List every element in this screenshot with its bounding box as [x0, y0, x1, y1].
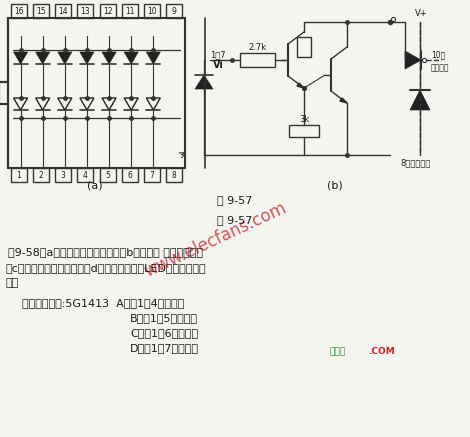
Polygon shape — [195, 75, 213, 89]
Bar — [240, 53, 275, 67]
Text: (a): (a) — [87, 180, 103, 190]
Bar — [0, 82, 8, 104]
Text: Vi: Vi — [212, 60, 223, 70]
Polygon shape — [146, 52, 160, 64]
Bar — [100, 4, 116, 18]
Polygon shape — [340, 98, 347, 103]
Text: 7: 7 — [149, 170, 154, 180]
Text: (b): (b) — [327, 180, 343, 190]
Text: 10脚: 10脚 — [431, 51, 445, 59]
Text: D档为1～7路是好的: D档为1～7路是好的 — [130, 343, 199, 353]
Bar — [166, 4, 182, 18]
Text: V+: V+ — [415, 10, 428, 18]
Text: 6: 6 — [127, 170, 132, 180]
Text: 8脚（公用）: 8脚（公用） — [400, 159, 431, 167]
Text: 9: 9 — [172, 7, 176, 15]
Text: （c）为驱动晶体灯电路；（d）为驱动共阳极LED七段显示器电: （c）为驱动晶体灯电路；（d）为驱动共阳极LED七段显示器电 — [5, 263, 206, 273]
Bar — [144, 168, 160, 182]
Text: 值得注意的是:5G1413  A档为1～4路是好的: 值得注意的是:5G1413 A档为1～4路是好的 — [22, 298, 184, 308]
Bar — [11, 4, 27, 18]
Bar — [166, 168, 182, 182]
Text: 图 9-57: 图 9-57 — [217, 215, 253, 225]
Text: 3: 3 — [61, 170, 66, 180]
Text: 图9-58（a）为驱动继电器电路；（b）为驱动 指示灯电路；: 图9-58（a）为驱动继电器电路；（b）为驱动 指示灯电路； — [8, 247, 203, 257]
Text: 14: 14 — [58, 7, 68, 15]
Polygon shape — [58, 52, 72, 64]
Text: 12: 12 — [103, 7, 112, 15]
Text: www.elecfans.com: www.elecfans.com — [141, 199, 289, 281]
Bar — [100, 168, 116, 182]
Polygon shape — [405, 51, 421, 69]
Text: 2: 2 — [39, 170, 44, 180]
Text: 3k: 3k — [299, 114, 309, 124]
Text: 8: 8 — [172, 170, 176, 180]
Bar — [33, 4, 49, 18]
Text: 1～7: 1～7 — [210, 51, 226, 59]
Text: C档为1～6路是好的: C档为1～6路是好的 — [130, 328, 198, 338]
Bar — [78, 4, 94, 18]
Bar — [122, 168, 138, 182]
Bar — [297, 37, 311, 57]
Bar — [11, 168, 27, 182]
Polygon shape — [124, 52, 138, 64]
Text: 15: 15 — [36, 7, 46, 15]
Text: B档为1～5路是好的: B档为1～5路是好的 — [130, 313, 198, 323]
Bar — [55, 4, 71, 18]
Text: .COM: .COM — [368, 347, 395, 357]
Text: 5: 5 — [105, 170, 110, 180]
Polygon shape — [36, 52, 50, 64]
Bar — [289, 125, 319, 137]
Text: 10: 10 — [147, 7, 157, 15]
Bar — [78, 168, 94, 182]
Text: 接线图: 接线图 — [330, 347, 346, 357]
Polygon shape — [80, 52, 94, 64]
Text: 13: 13 — [81, 7, 90, 15]
Bar — [122, 4, 138, 18]
Text: （公用）: （公用） — [431, 63, 449, 73]
Bar — [33, 168, 49, 182]
Polygon shape — [102, 52, 116, 64]
Text: 2.7k: 2.7k — [249, 44, 266, 52]
Text: 路。: 路。 — [5, 278, 18, 288]
Polygon shape — [410, 90, 430, 110]
Polygon shape — [297, 83, 304, 88]
Text: 4: 4 — [83, 170, 88, 180]
Text: 16: 16 — [14, 7, 24, 15]
Bar — [55, 168, 71, 182]
Text: 11: 11 — [125, 7, 134, 15]
Text: 图 9-57: 图 9-57 — [217, 195, 253, 205]
Text: 1: 1 — [17, 170, 22, 180]
Polygon shape — [14, 52, 28, 64]
Bar — [144, 4, 160, 18]
